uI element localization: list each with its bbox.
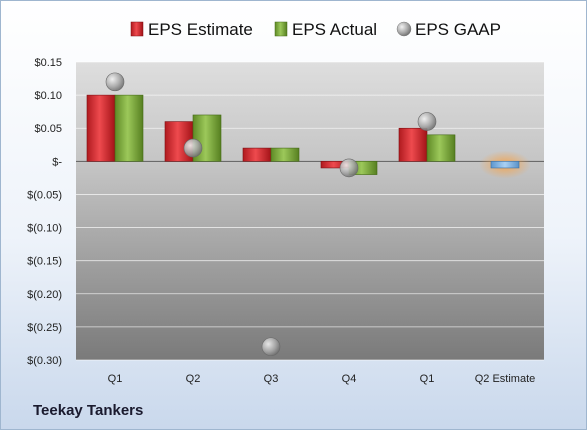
point-eps-gaap xyxy=(105,72,125,92)
bar-eps-estimate-forecast xyxy=(490,161,520,169)
y-tick-label: $(0.15) xyxy=(27,256,62,268)
legend-label: EPS Actual xyxy=(292,20,377,39)
x-tick-label: Q3 xyxy=(264,373,279,385)
bar-eps-actual xyxy=(270,147,300,162)
y-tick-label: $0.15 xyxy=(34,57,62,69)
x-tick-label: Q2 xyxy=(186,373,201,385)
y-tick-label: $(0.10) xyxy=(27,223,62,235)
x-tick-label: Q1 xyxy=(108,373,123,385)
x-tick-label: Q2 Estimate xyxy=(475,373,536,385)
plot-area xyxy=(76,62,544,360)
y-tick-label: $0.10 xyxy=(34,90,62,102)
point-eps-gaap xyxy=(339,158,359,178)
x-tick-label: Q4 xyxy=(342,373,357,385)
legend-swatch-eps-actual xyxy=(274,21,288,37)
company-name: Teekay Tankers xyxy=(33,402,144,419)
y-tick-label: $0.05 xyxy=(34,123,62,135)
legend-label: EPS GAAP xyxy=(415,20,501,39)
y-tick-label: $(0.20) xyxy=(27,289,62,301)
point-eps-gaap xyxy=(261,337,281,357)
legend-label: EPS Estimate xyxy=(148,20,253,39)
bar-eps-estimate xyxy=(398,127,428,162)
bar-eps-actual xyxy=(426,134,456,162)
legend-swatch-eps-estimate xyxy=(130,21,144,37)
x-tick-label: Q1 xyxy=(420,373,435,385)
y-tick-label: $- xyxy=(52,156,62,168)
point-eps-gaap xyxy=(417,112,437,131)
bar-eps-estimate xyxy=(242,147,272,162)
y-tick-label: $(0.05) xyxy=(27,189,62,201)
bar-eps-actual xyxy=(114,94,144,162)
y-tick-label: $(0.25) xyxy=(27,322,62,334)
y-tick-label: $(0.30) xyxy=(27,355,62,367)
bar-eps-estimate xyxy=(86,94,116,162)
legend-swatch-eps-gaap xyxy=(396,21,412,37)
point-eps-gaap xyxy=(183,138,203,158)
